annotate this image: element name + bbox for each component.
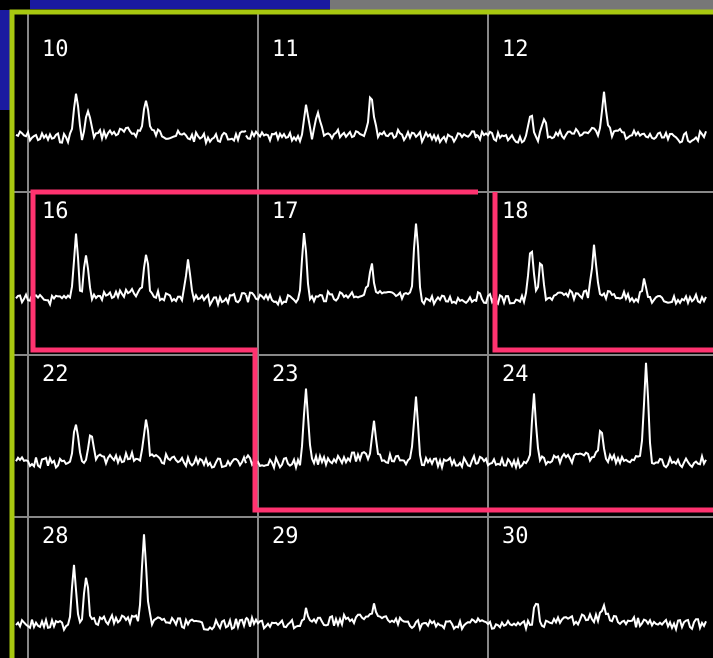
cell-label: 11	[272, 37, 299, 62]
cell-label: 28	[42, 524, 69, 549]
blue-panel	[30, 0, 330, 9]
blue-side-panel	[0, 10, 10, 110]
cell-label: 10	[42, 37, 69, 62]
page: {"cells": [ {"label": "10"}, {"label": "…	[0, 0, 713, 658]
image-strip	[330, 0, 713, 10]
cell-label: 22	[42, 362, 69, 387]
cell-label: 29	[272, 524, 299, 549]
spectra-grid-view: 10 11 12 16 17 18 22 23 24 28 29 30	[0, 0, 713, 658]
cell-label: 18	[502, 199, 529, 224]
cell-label: 12	[502, 37, 529, 62]
background	[0, 0, 713, 658]
cell-label: 30	[502, 524, 529, 549]
cell-label: 23	[272, 362, 299, 387]
cell-label: 16	[42, 199, 69, 224]
cell-label: 24	[502, 362, 529, 387]
cell-label: 17	[272, 199, 299, 224]
